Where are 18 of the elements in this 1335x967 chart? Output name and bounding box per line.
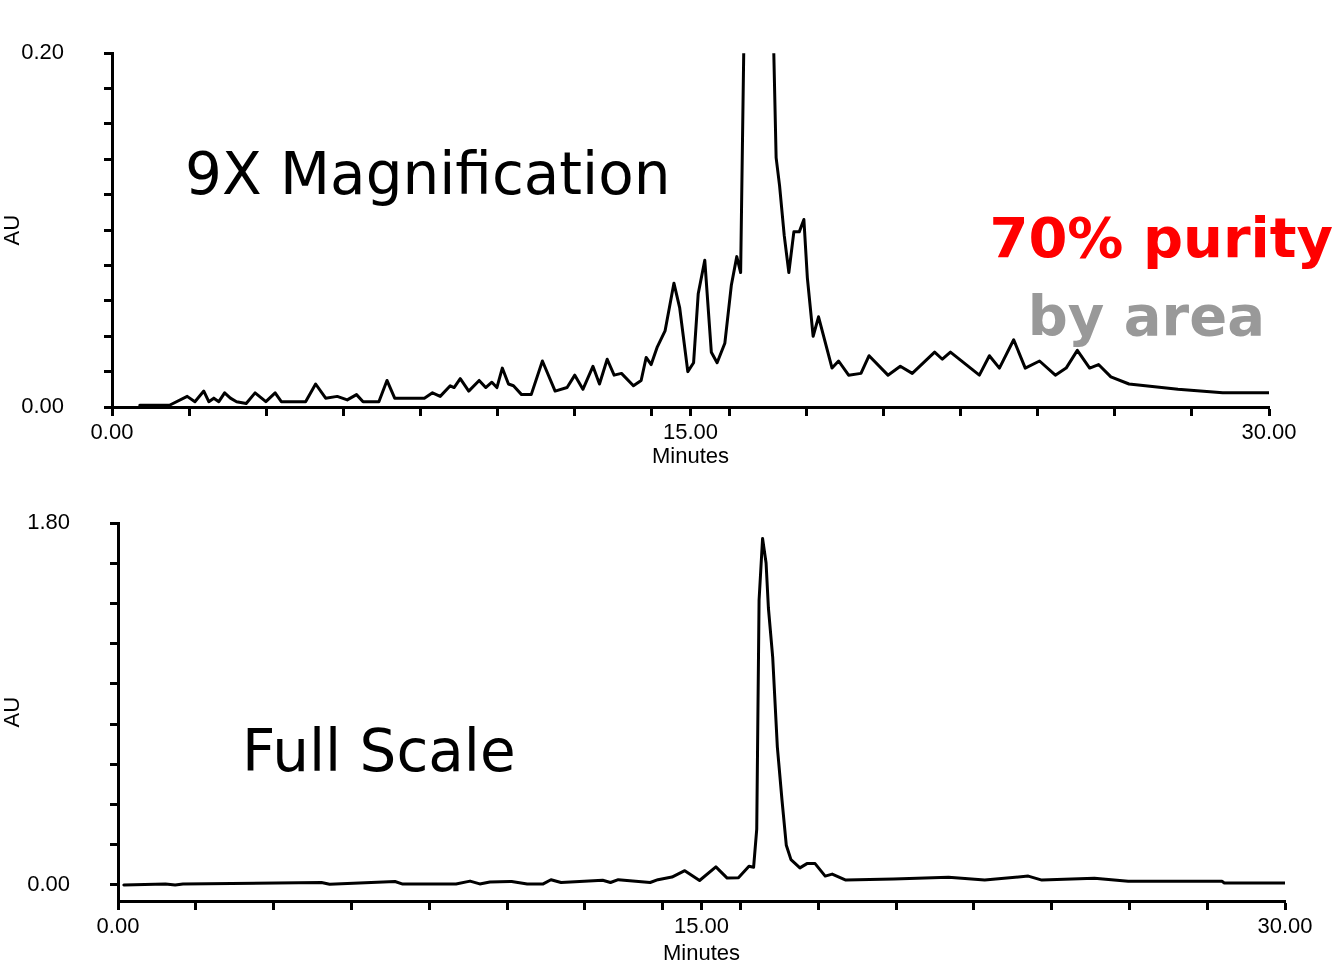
x-tick-label: 30.00 bbox=[1241, 419, 1297, 445]
x-axis-title: Minutes bbox=[651, 442, 730, 468]
x-tick-label: 15.00 bbox=[673, 913, 730, 939]
y-axis-title: AU bbox=[0, 214, 25, 246]
y-tick-label: 0.00 bbox=[27, 870, 70, 896]
x-tick-label: 0.00 bbox=[96, 913, 140, 939]
x-tick-label: 15.00 bbox=[662, 419, 719, 445]
y-tick-label: 1.80 bbox=[27, 509, 70, 535]
y-tick-label: 0.00 bbox=[21, 393, 64, 419]
annotation: 9X Magnification bbox=[185, 140, 671, 208]
y-axis-title: AU bbox=[0, 696, 25, 728]
annotation: Full Scale bbox=[242, 717, 516, 785]
annotation: by area bbox=[1027, 283, 1265, 348]
annotation: 70% purity bbox=[989, 205, 1333, 270]
x-tick-label: 30.00 bbox=[1257, 913, 1313, 939]
x-axis-title: Minutes bbox=[662, 939, 741, 965]
x-tick-label: 0.00 bbox=[90, 419, 134, 445]
y-tick-label: 0.20 bbox=[21, 39, 64, 65]
